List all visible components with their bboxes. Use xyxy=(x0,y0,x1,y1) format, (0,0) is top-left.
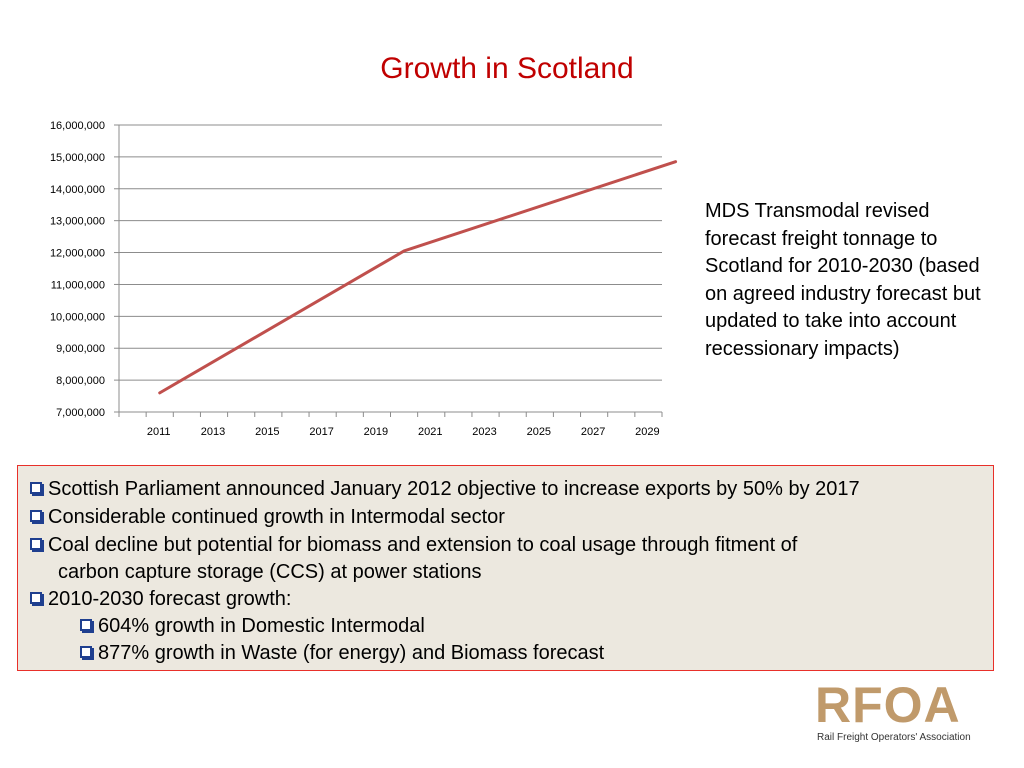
checkbox-bullet-icon xyxy=(30,510,42,522)
bullet-exports-objective: Scottish Parliament announced January 20… xyxy=(30,476,860,503)
x-tick-label: 2015 xyxy=(255,426,279,438)
series-line xyxy=(158,160,678,395)
bullet-text: 877% growth in Waste (for energy) and Bi… xyxy=(98,642,605,664)
forecast-note: MDS Transmodal revised forecast freight … xyxy=(705,200,981,360)
x-tick-label: 2017 xyxy=(309,426,333,438)
y-tick-label: 13,000,000 xyxy=(50,216,105,228)
y-tick-label: 8,000,000 xyxy=(56,375,105,387)
x-tick-label: 2029 xyxy=(635,426,659,438)
bullet-text: Considerable continued growth in Intermo… xyxy=(48,506,505,528)
rfoa-logo-subtitle: Rail Freight Operators' Association xyxy=(817,732,971,743)
y-tick-label: 7,000,000 xyxy=(56,407,105,419)
bullet-text: Scottish Parliament announced January 20… xyxy=(48,478,860,500)
slide-title: Growth in Scotland xyxy=(380,52,634,85)
bullet-coal-decline: Coal decline but potential for biomass a… xyxy=(30,532,797,559)
y-tick-label: 16,000,000 xyxy=(50,120,105,132)
rfoa-logo: RFOA Rail Freight Operators' Association xyxy=(815,676,990,748)
x-tick-label: 2013 xyxy=(201,426,225,438)
checkbox-bullet-icon xyxy=(80,619,92,631)
key-points-box: Scottish Parliament announced January 20… xyxy=(17,465,994,671)
bullet-forecast-growth: 2010-2030 forecast growth: xyxy=(30,586,292,613)
x-tick-label: 2011 xyxy=(147,426,171,438)
y-tick-label: 11,000,000 xyxy=(51,279,105,291)
rfoa-logo-mark: RFOA xyxy=(815,677,961,733)
sub-bullet-domestic-intermodal: 604% growth in Domestic Intermodal xyxy=(80,613,425,640)
y-tick-label: 14,000,000 xyxy=(50,184,105,196)
sub-bullet-waste-biomass: 877% growth in Waste (for energy) and Bi… xyxy=(80,640,604,667)
y-tick-label: 15,000,000 xyxy=(50,152,105,164)
bullet-intermodal-growth: Considerable continued growth in Intermo… xyxy=(30,504,505,531)
bullet-text: 2010-2030 forecast growth: xyxy=(48,588,292,610)
checkbox-bullet-icon xyxy=(80,646,92,658)
checkbox-bullet-icon xyxy=(30,592,42,604)
y-tick-label: 9,000,000 xyxy=(56,343,105,355)
bullet-coal-decline-continued: carbon capture storage (CCS) at power st… xyxy=(58,561,482,583)
forecast-line-chart: 7,000,000 8,000,000 9,000,000 10,000,000 11,… xyxy=(0,100,690,460)
y-tick-label: 10,000,000 xyxy=(50,311,105,323)
x-tick-label: 2025 xyxy=(527,426,551,438)
chart-svg: 7,000,000 8,000,000 9,000,000 10,000,000 11,… xyxy=(50,120,678,438)
bullet-text: Coal decline but potential for biomass a… xyxy=(48,534,798,556)
x-tick-label: 2023 xyxy=(472,426,496,438)
x-tick-label: 2027 xyxy=(581,426,605,438)
x-tick-label: 2019 xyxy=(364,426,388,438)
checkbox-bullet-icon xyxy=(30,538,42,550)
bullet-text: 604% growth in Domestic Intermodal xyxy=(98,615,425,637)
x-tick-label: 2021 xyxy=(418,426,442,438)
y-tick-label: 12,000,000 xyxy=(50,248,105,260)
checkbox-bullet-icon xyxy=(30,482,42,494)
